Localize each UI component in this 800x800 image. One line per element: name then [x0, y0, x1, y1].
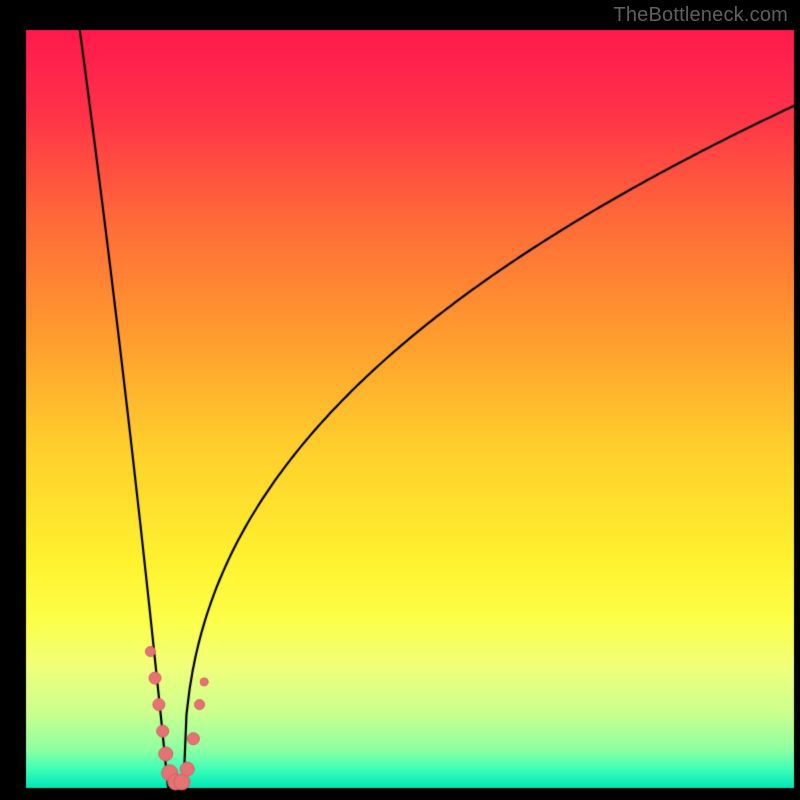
bottleneck-chart-canvas [0, 0, 800, 800]
chart-stage: TheBottleneck.com [0, 0, 800, 800]
watermark-text: TheBottleneck.com [613, 4, 788, 27]
